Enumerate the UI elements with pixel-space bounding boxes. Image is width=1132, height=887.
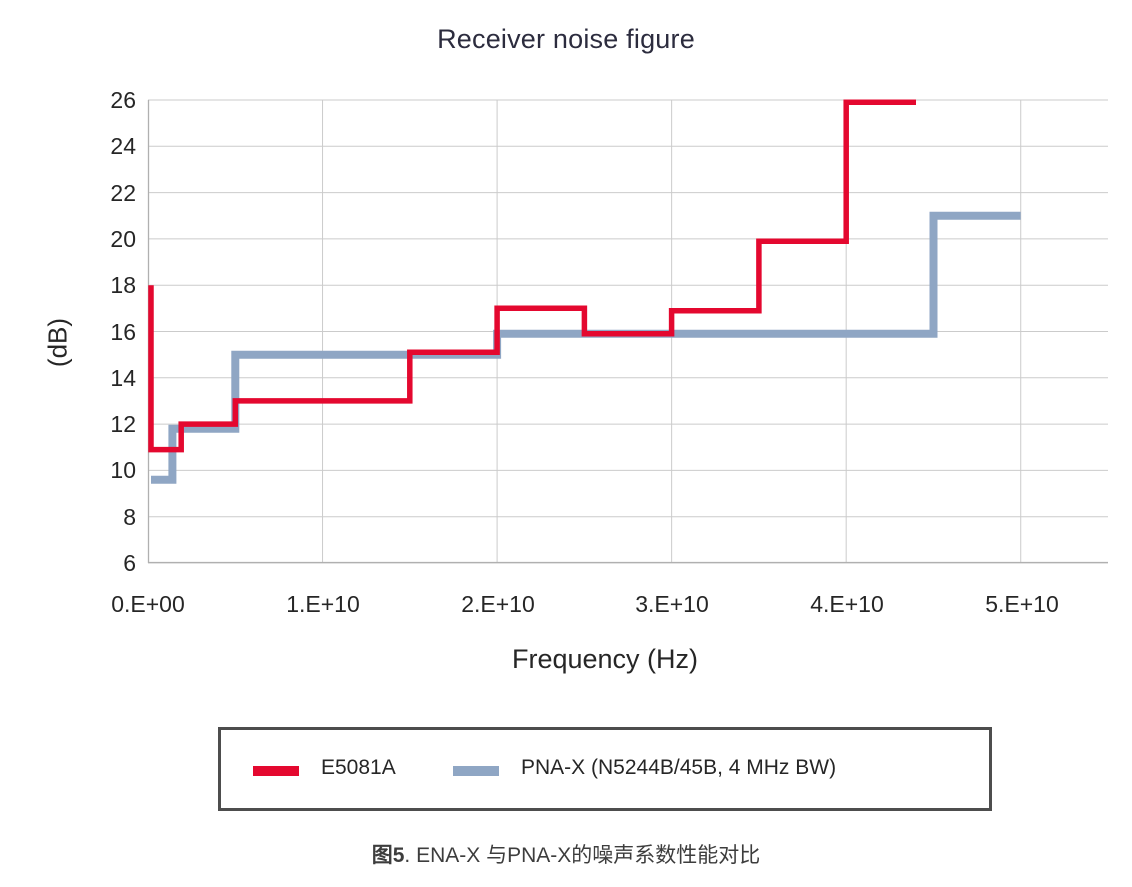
x-tick-label: 0.E+00: [111, 591, 185, 617]
y-tick-label: 14: [110, 365, 136, 391]
x-tick-label: 2.E+10: [461, 591, 535, 617]
legend-label-pna-x: PNA-X (N5244B/45B, 4 MHz BW): [521, 756, 837, 779]
y-tick-label: 6: [123, 550, 136, 576]
figure-caption: 图5. ENA-X 与PNA-X的噪声系数性能对比: [0, 839, 1132, 869]
x-tick-label: 3.E+10: [635, 591, 709, 617]
y-tick-label: 12: [110, 411, 136, 437]
chart-canvas: [147, 99, 1108, 564]
y-tick-label: 26: [110, 87, 136, 113]
y-tick-label: 24: [110, 133, 136, 159]
y-axis-title: (dB): [42, 317, 73, 368]
y-tick-label: 22: [110, 180, 136, 206]
x-tick-label: 1.E+10: [286, 591, 360, 617]
legend-swatch-pna-x: [453, 766, 499, 776]
y-tick-label: 8: [123, 504, 136, 530]
legend-box: E5081A PNA-X (N5244B/45B, 4 MHz BW): [218, 727, 992, 811]
series-e5081a: [148, 99, 916, 453]
plot-area: [147, 99, 1108, 564]
y-tick-label: 16: [110, 319, 136, 345]
legend-label-e5081a: E5081A: [321, 756, 396, 779]
figure-caption-text: . ENA-X 与PNA-X的噪声系数性能对比: [404, 844, 761, 867]
y-tick-label: 10: [110, 457, 136, 483]
series-pna-x-n5244b-45b-4-mhz-bw-: [151, 211, 1021, 484]
figure-caption-label: 图5: [371, 844, 405, 867]
x-axis-title: Frequency (Hz): [511, 644, 699, 674]
x-tick-label: 4.E+10: [810, 591, 884, 617]
x-tick-label: 5.E+10: [985, 591, 1059, 617]
chart-title: Receiver noise figure: [437, 24, 695, 54]
y-tick-label: 18: [110, 272, 136, 298]
legend-swatch-e5081a: [253, 766, 299, 776]
y-tick-label: 20: [110, 226, 136, 252]
